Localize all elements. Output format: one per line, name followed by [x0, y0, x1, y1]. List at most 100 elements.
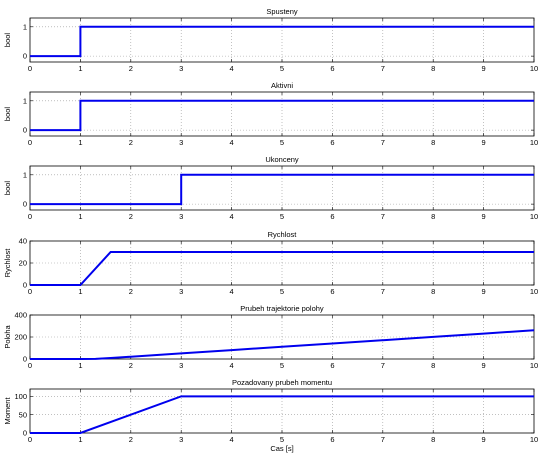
x-tick-label: 9 — [482, 138, 486, 147]
subplot-title: Pozadovany prubeh momentu — [232, 378, 332, 387]
subplot-title: Prubeh trajektorie polohy — [240, 304, 324, 313]
x-tick-label: 4 — [230, 435, 234, 444]
y-tick-label: 20 — [19, 259, 27, 268]
x-tick-label: 0 — [28, 361, 32, 370]
x-tick-label: 4 — [230, 287, 234, 296]
x-tick-label: 0 — [28, 64, 32, 73]
x-tick-label: 8 — [431, 435, 435, 444]
x-tick-label: 4 — [230, 64, 234, 73]
y-tick-label: 0 — [23, 52, 27, 61]
x-tick-label: 2 — [129, 287, 133, 296]
y-tick-label: 40 — [19, 237, 27, 246]
x-tick-label: 7 — [381, 435, 385, 444]
x-tick-label: 1 — [78, 212, 82, 221]
x-tick-label: 10 — [530, 212, 538, 221]
x-tick-label: 9 — [482, 435, 486, 444]
y-tick-label: 200 — [14, 333, 27, 342]
x-tick-label: 6 — [330, 435, 334, 444]
x-tick-label: 7 — [381, 138, 385, 147]
x-tick-label: 3 — [179, 212, 183, 221]
x-tick-label: 5 — [280, 64, 284, 73]
x-tick-label: 2 — [129, 361, 133, 370]
y-axis-label: Rychlost — [3, 248, 12, 278]
x-tick-label: 10 — [530, 361, 538, 370]
subplot-title: Ukonceny — [265, 155, 299, 164]
x-tick-label: 0 — [28, 287, 32, 296]
x-tick-label: 10 — [530, 64, 538, 73]
x-tick-label: 8 — [431, 212, 435, 221]
subplot-1: 0 1 2 3 4 5 6 7 8 9 10 0 1 Spusteny bool — [3, 7, 538, 73]
x-tick-label: 6 — [330, 64, 334, 73]
x-tick-label: 10 — [530, 287, 538, 296]
x-tick-label: 2 — [129, 435, 133, 444]
x-tick-label: 6 — [330, 138, 334, 147]
subplot-title: Rychlost — [268, 230, 298, 239]
x-tick-label: 3 — [179, 287, 183, 296]
x-tick-label: 7 — [381, 287, 385, 296]
subplot-title: Spusteny — [266, 7, 298, 16]
x-tick-label: 6 — [330, 361, 334, 370]
y-axis-label: bool — [3, 107, 12, 122]
x-tick-label: 9 — [482, 212, 486, 221]
y-tick-label: 50 — [19, 410, 27, 419]
x-tick-label: 1 — [78, 435, 82, 444]
x-tick-label: 3 — [179, 138, 183, 147]
x-tick-label: 7 — [381, 212, 385, 221]
x-tick-label: 7 — [381, 361, 385, 370]
x-tick-label: 1 — [78, 287, 82, 296]
x-tick-label: 5 — [280, 138, 284, 147]
y-tick-label: 1 — [23, 170, 27, 179]
y-tick-label: 100 — [14, 392, 27, 401]
y-axis-label: bool — [3, 33, 12, 48]
x-tick-label: 3 — [179, 435, 183, 444]
x-tick-label: 4 — [230, 212, 234, 221]
y-axis-label: Moment — [3, 397, 12, 425]
x-tick-label: 8 — [431, 361, 435, 370]
x-tick-label: 5 — [280, 435, 284, 444]
y-axis-label: Poloha — [3, 324, 12, 348]
x-tick-label: 2 — [129, 138, 133, 147]
x-tick-label: 10 — [530, 435, 538, 444]
x-tick-label: 0 — [28, 435, 32, 444]
x-tick-label: 5 — [280, 361, 284, 370]
y-tick-label: 400 — [14, 311, 27, 320]
x-tick-label: 2 — [129, 64, 133, 73]
x-tick-label: 6 — [330, 212, 334, 221]
x-tick-label: 6 — [330, 287, 334, 296]
subplot-3: 0 1 2 3 4 5 6 7 8 9 10 0 1 Ukonceny bool — [3, 155, 538, 221]
x-tick-label: 10 — [530, 138, 538, 147]
y-tick-label: 1 — [23, 96, 27, 105]
x-tick-label: 9 — [482, 361, 486, 370]
x-tick-label: 5 — [280, 212, 284, 221]
subplot-4: 0 1 2 3 4 5 6 7 8 9 10 0 20 40 Rychlost Rychlost — [3, 230, 538, 296]
x-tick-label: 4 — [230, 361, 234, 370]
x-tick-label: 3 — [179, 64, 183, 73]
subplot-2: 0 1 2 3 4 5 6 7 8 9 10 0 1 Aktivni bool — [3, 81, 538, 147]
x-tick-label: 7 — [381, 64, 385, 73]
y-tick-label: 0 — [23, 355, 27, 364]
x-tick-label: 1 — [78, 64, 82, 73]
y-tick-label: 0 — [23, 281, 27, 290]
x-tick-label: 4 — [230, 138, 234, 147]
x-tick-label: 3 — [179, 361, 183, 370]
subplot-title: Aktivni — [271, 81, 293, 90]
x-tick-label: 8 — [431, 287, 435, 296]
subplot-5: 0 1 2 3 4 5 6 7 8 9 10 0 200 400 Prubeh trajektorie po… — [3, 304, 538, 370]
x-tick-label: 1 — [78, 138, 82, 147]
x-tick-label: 9 — [482, 64, 486, 73]
y-axis-label: bool — [3, 181, 12, 196]
y-tick-label: 1 — [23, 22, 27, 31]
x-tick-label: 8 — [431, 64, 435, 73]
x-tick-label: 8 — [431, 138, 435, 147]
x-tick-label: 2 — [129, 212, 133, 221]
x-tick-label: 1 — [78, 361, 82, 370]
x-tick-label: 9 — [482, 287, 486, 296]
x-tick-label: 0 — [28, 212, 32, 221]
x-tick-label: 5 — [280, 287, 284, 296]
y-tick-label: 0 — [23, 126, 27, 135]
y-tick-label: 0 — [23, 429, 27, 438]
y-tick-label: 0 — [23, 200, 27, 209]
x-tick-label: 0 — [28, 138, 32, 147]
